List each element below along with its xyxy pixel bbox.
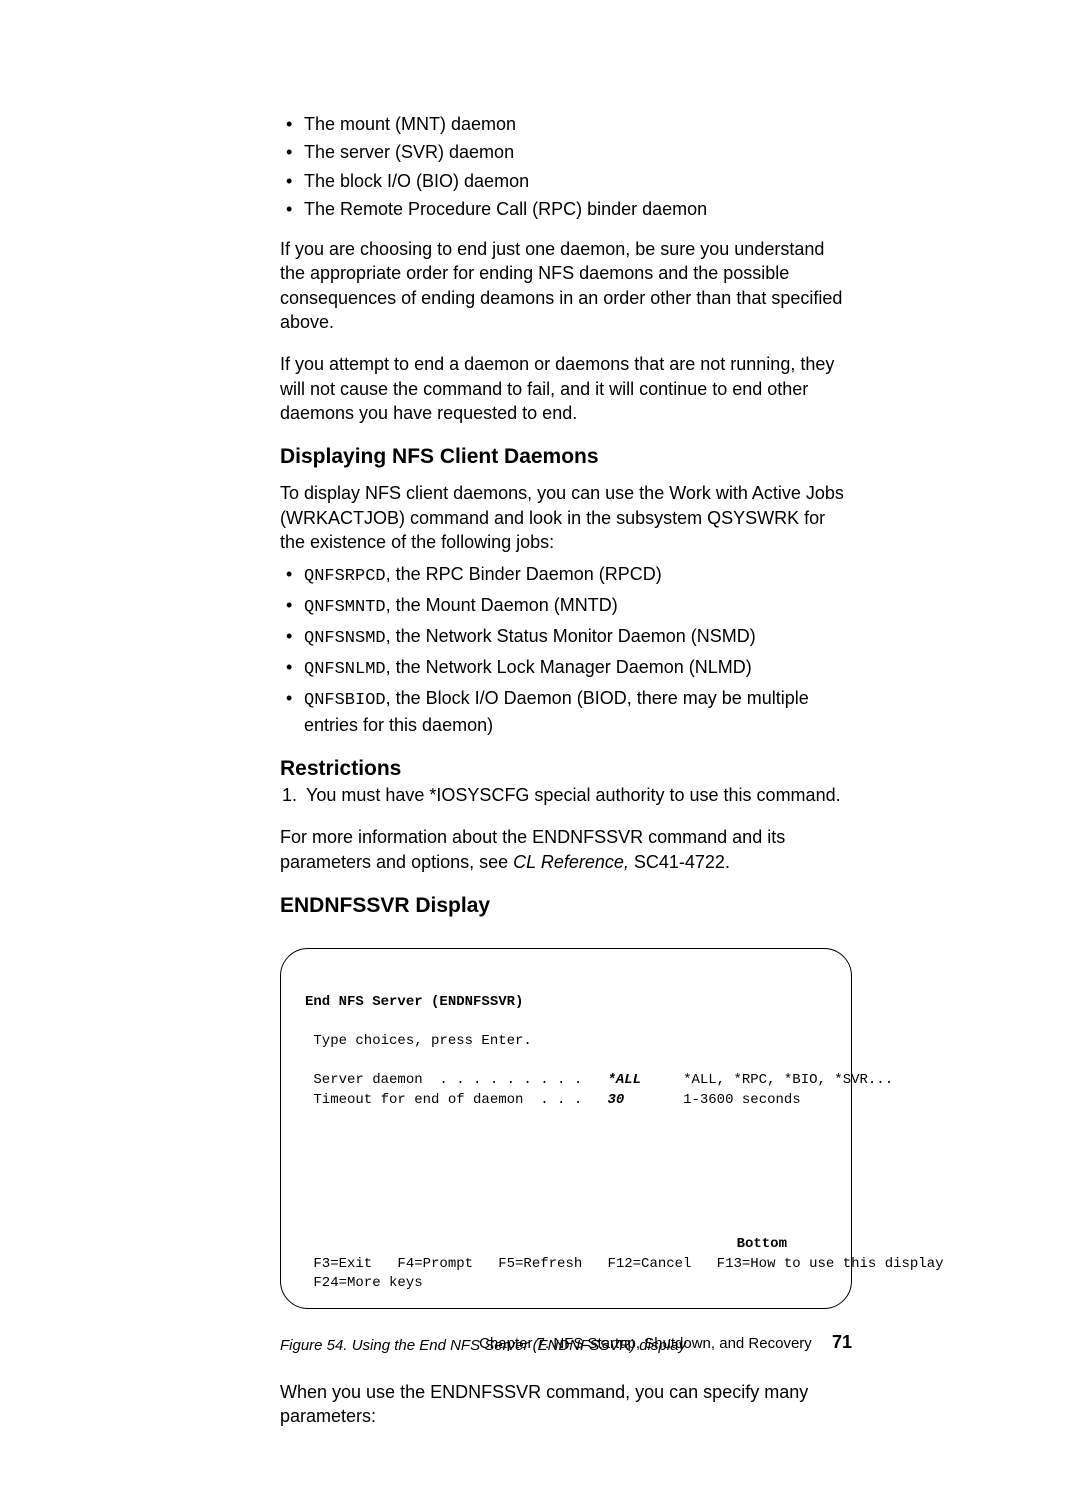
- terminal-title: End NFS Server (ENDNFSSVR): [305, 994, 523, 1010]
- list-item: QNFSMNTD, the Mount Daemon (MNTD): [280, 593, 852, 620]
- list-item: QNFSNSMD, the Network Status Monitor Dae…: [280, 624, 852, 651]
- terminal-field-row: Server daemon . . . . . . . . . *ALL *AL…: [305, 1071, 827, 1091]
- list-item: You must have *IOSYSCFG special authorit…: [302, 783, 852, 807]
- code-text: QNFSNSMD: [304, 629, 386, 648]
- list-item: The Remote Procedure Call (RPC) binder d…: [280, 197, 852, 221]
- terminal-spacer: [305, 1110, 827, 1235]
- terminal-instruction: Type choices, press Enter.: [305, 1032, 827, 1052]
- footer-page-number: 71: [832, 1332, 852, 1352]
- terminal-label: Timeout for end of daemon . . .: [305, 1092, 607, 1108]
- text: SC41-4722.: [629, 852, 730, 872]
- job-bullet-list: QNFSRPCD, the RPC Binder Daemon (RPCD) Q…: [280, 562, 852, 737]
- paragraph: For more information about the ENDNFSSVR…: [280, 825, 852, 874]
- paragraph: When you use the ENDNFSSVR command, you …: [280, 1380, 852, 1429]
- terminal-field-row: Timeout for end of daemon . . . 30 1-360…: [305, 1091, 827, 1111]
- daemon-bullet-list: The mount (MNT) daemon The server (SVR) …: [280, 112, 852, 221]
- list-item: The block I/O (BIO) daemon: [280, 169, 852, 193]
- paragraph: If you are choosing to end just one daem…: [280, 237, 852, 334]
- terminal-value: 30: [607, 1092, 624, 1108]
- page-content: The mount (MNT) daemon The server (SVR) …: [0, 0, 1080, 1507]
- list-item: QNFSNLMD, the Network Lock Manager Daemo…: [280, 655, 852, 682]
- list-item: QNFSBIOD, the Block I/O Daemon (BIOD, th…: [280, 686, 852, 737]
- terminal-screen: End NFS Server (ENDNFSSVR) Type choices,…: [280, 948, 852, 1309]
- list-text: , the Network Status Monitor Daemon (NSM…: [386, 626, 756, 646]
- terminal-hint: *ALL, *RPC, *BIO, *SVR...: [641, 1072, 893, 1088]
- terminal-hint: 1-3600 seconds: [624, 1092, 800, 1108]
- code-text: QNFSBIOD: [304, 691, 386, 710]
- page-footer: Chapter 7. NFS Startup, Shutdown, and Re…: [280, 1332, 852, 1353]
- code-text: QNFSNLMD: [304, 660, 386, 679]
- paragraph: To display NFS client daemons, you can u…: [280, 481, 852, 554]
- italic-text: CL Reference,: [513, 852, 629, 872]
- terminal-function-keys: F24=More keys: [305, 1274, 827, 1294]
- terminal-figure: End NFS Server (ENDNFSSVR) Type choices,…: [280, 948, 852, 1309]
- terminal-value: *ALL: [607, 1072, 641, 1088]
- list-item: The mount (MNT) daemon: [280, 112, 852, 136]
- list-text: , the Mount Daemon (MNTD): [386, 595, 618, 615]
- section-heading-displaying: Displaying NFS Client Daemons: [280, 445, 852, 469]
- section-heading-restrictions: Restrictions: [280, 757, 852, 781]
- list-text: , the Network Lock Manager Daemon (NLMD): [386, 657, 752, 677]
- list-item: QNFSRPCD, the RPC Binder Daemon (RPCD): [280, 562, 852, 589]
- footer-chapter: Chapter 7. NFS Startup, Shutdown, and Re…: [479, 1335, 812, 1352]
- code-text: QNFSMNTD: [304, 598, 386, 617]
- terminal-label: Server daemon . . . . . . . . .: [305, 1072, 607, 1088]
- restrictions-list: You must have *IOSYSCFG special authorit…: [280, 783, 852, 807]
- list-text: , the RPC Binder Daemon (RPCD): [386, 564, 662, 584]
- terminal-bottom-indicator: Bottom: [305, 1235, 827, 1255]
- paragraph: If you attempt to end a daemon or daemon…: [280, 352, 852, 425]
- terminal-function-keys: F3=Exit F4=Prompt F5=Refresh F12=Cancel …: [305, 1255, 827, 1275]
- code-text: QNFSRPCD: [304, 567, 386, 586]
- section-heading-endnfssvr: ENDNFSSVR Display: [280, 894, 852, 918]
- list-item: The server (SVR) daemon: [280, 140, 852, 164]
